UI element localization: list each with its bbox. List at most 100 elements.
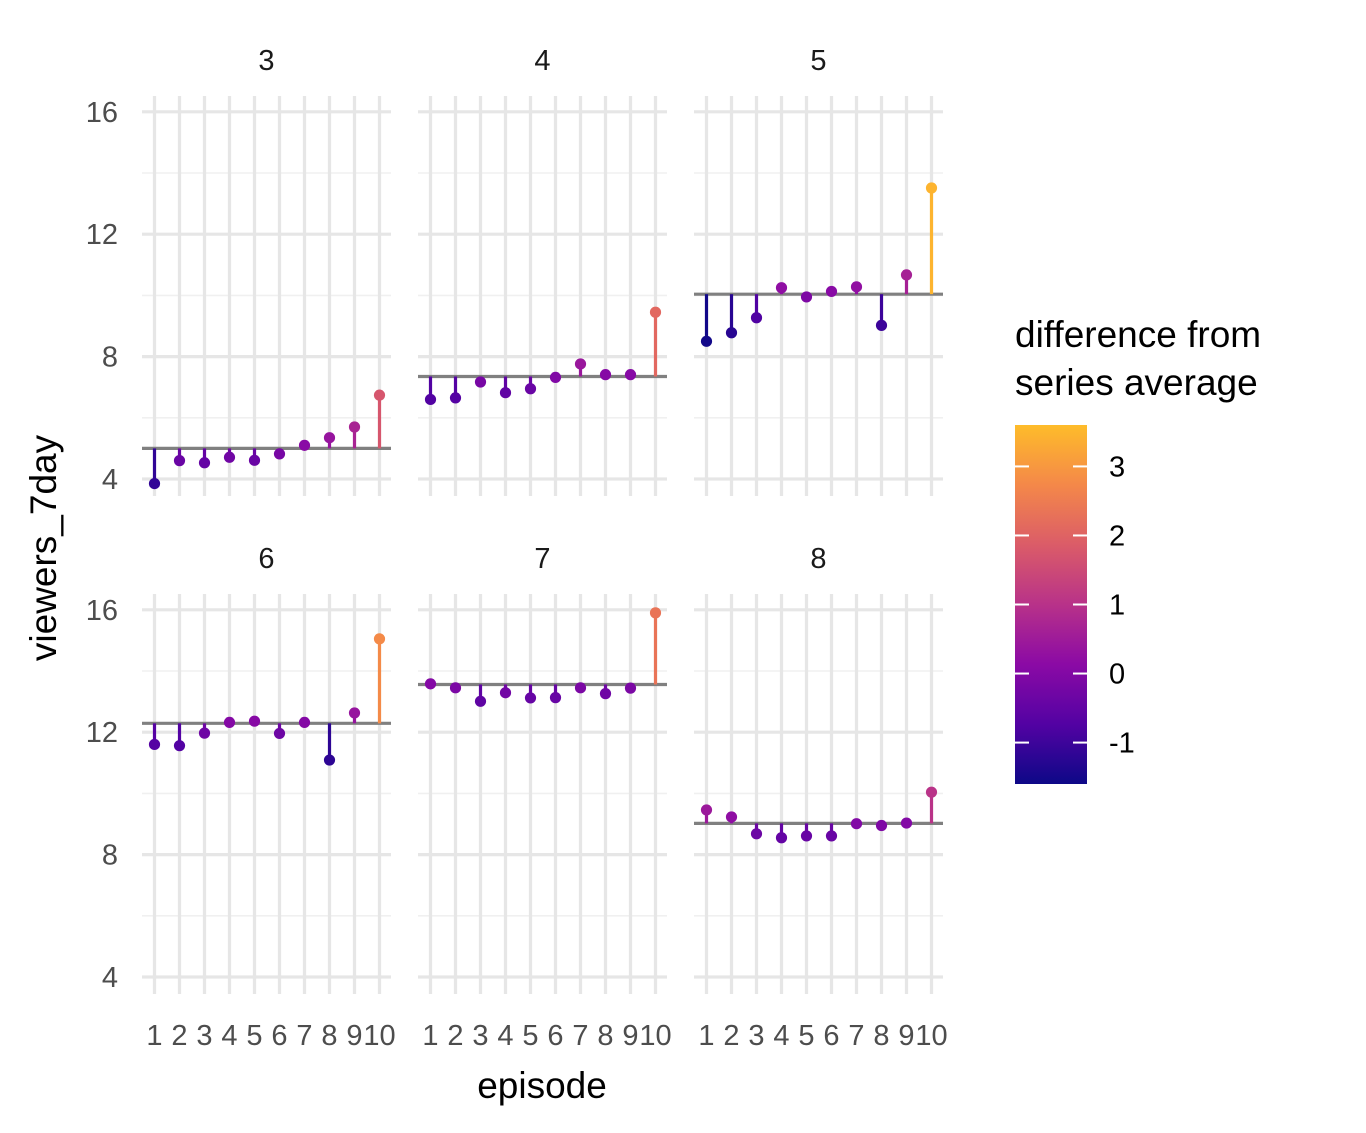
x-tick-label: 6 [271, 1020, 287, 1052]
lollipop-point [449, 682, 462, 694]
x-tick-label: 3 [472, 1020, 488, 1052]
y-tick-label: 4 [102, 464, 118, 496]
legend-tick-label: 3 [1109, 451, 1125, 483]
lollipop-point [624, 369, 637, 381]
lollipop-point [649, 607, 662, 619]
x-tick-label: 4 [773, 1020, 789, 1052]
x-tick-label: 4 [221, 1020, 237, 1052]
lollipop-point [599, 688, 612, 700]
lollipop-point [775, 282, 788, 294]
lollipop-point [373, 633, 386, 645]
facet-panel-series-6: 6 [142, 543, 391, 994]
x-tick-label: 10 [639, 1020, 671, 1052]
facet-panel-series-3: 3 [142, 45, 391, 496]
lollipop-point [549, 371, 562, 384]
x-tick-label: 4 [497, 1020, 513, 1052]
lollipop-point [223, 716, 236, 729]
color-legend: difference from series average -1 0 1 2 3 [1015, 314, 1261, 784]
lollipop-point [725, 811, 738, 823]
lollipop-point [900, 817, 913, 829]
x-tick-label: 9 [898, 1020, 914, 1052]
x-axis-title: episode [477, 1065, 607, 1106]
x-axis-tick-labels: 1 2 3 4 5 6 7 8 9 10 1 2 3 4 5 6 7 8 9 10 1 2 3 4 5 6 7 8 9 10 [146, 1020, 947, 1052]
x-tick-label: 10 [915, 1020, 947, 1052]
facet-panel-series-8: 8 [694, 543, 943, 994]
legend-tick-label: -1 [1109, 728, 1135, 760]
x-tick-label: 3 [196, 1020, 212, 1052]
lollipop-point [524, 383, 537, 395]
lollipop-point [725, 327, 738, 339]
y-tick-label: 16 [86, 97, 118, 129]
facet-strip-label: 3 [258, 45, 274, 77]
lollipop-point [173, 740, 186, 752]
lollipop-point [700, 804, 713, 816]
lollipop-point [148, 738, 161, 751]
lollipop-point [549, 692, 562, 704]
lollipop-point [298, 716, 311, 729]
x-tick-label: 7 [296, 1020, 312, 1052]
x-tick-label: 8 [873, 1020, 889, 1052]
lollipop-point [850, 818, 863, 830]
legend-tick-label: 1 [1109, 590, 1125, 622]
lollipop-point [449, 392, 462, 404]
y-tick-label: 8 [102, 840, 118, 872]
lollipop-point [649, 306, 662, 318]
facet-strip-label: 4 [534, 45, 550, 77]
x-tick-label: 1 [146, 1020, 162, 1052]
x-tick-label: 5 [798, 1020, 814, 1052]
lollipop-point [800, 830, 813, 842]
legend-title-line-2: series average [1015, 362, 1258, 403]
x-tick-label: 9 [622, 1020, 638, 1052]
lollipop-point [900, 269, 913, 281]
y-tick-label: 4 [102, 962, 118, 994]
lollipop-point [248, 715, 261, 727]
lollipop-point [198, 727, 211, 739]
lollipop-point [424, 393, 437, 406]
x-tick-label: 8 [597, 1020, 613, 1052]
facet-panel-series-4: 4 [418, 45, 667, 496]
lollipop-point [198, 457, 211, 469]
legend-tick-label: 0 [1109, 659, 1125, 691]
legend-tick-label: 2 [1109, 520, 1125, 552]
facet-strip-label: 6 [258, 543, 274, 575]
lollipop-point [373, 389, 386, 401]
x-tick-label: 1 [698, 1020, 714, 1052]
y-tick-label: 12 [86, 219, 118, 251]
lollipop-point [348, 421, 361, 433]
x-tick-label: 2 [447, 1020, 463, 1052]
lollipop-point [574, 358, 587, 370]
legend-title-line-1: difference from [1015, 314, 1261, 355]
lollipop-point [700, 335, 713, 347]
lollipop-point [574, 682, 587, 694]
lollipop-point [348, 707, 361, 719]
lollipop-point [599, 369, 612, 381]
x-tick-label: 6 [823, 1020, 839, 1052]
x-tick-label: 7 [848, 1020, 864, 1052]
y-axis-title: viewers_7day [23, 434, 64, 661]
x-tick-label: 7 [572, 1020, 588, 1052]
lollipop-point [298, 439, 311, 451]
legend-ticks: -1 0 1 2 3 [1015, 451, 1135, 760]
x-tick-label: 6 [547, 1020, 563, 1052]
lollipop-point [624, 682, 637, 694]
x-tick-label: 9 [346, 1020, 362, 1052]
lollipop-point [925, 182, 938, 194]
lollipop-point [850, 281, 863, 293]
y-tick-label: 12 [86, 717, 118, 749]
lollipop-point [273, 727, 286, 740]
lollipop-point [148, 477, 161, 490]
lollipop-point [875, 819, 888, 832]
lollipop-point [825, 285, 838, 298]
x-tick-label: 5 [246, 1020, 262, 1052]
lollipop-point [474, 376, 487, 388]
lollipop-point [750, 828, 763, 840]
x-tick-label: 3 [748, 1020, 764, 1052]
y-tick-label: 8 [102, 342, 118, 374]
lollipop-point [273, 448, 286, 460]
lollipop-point [223, 451, 236, 463]
facet-panel-series-7: 7 [418, 543, 667, 994]
facet-strip-label: 7 [534, 543, 550, 575]
lollipop-point [424, 678, 437, 690]
lollipop-point [173, 455, 186, 467]
